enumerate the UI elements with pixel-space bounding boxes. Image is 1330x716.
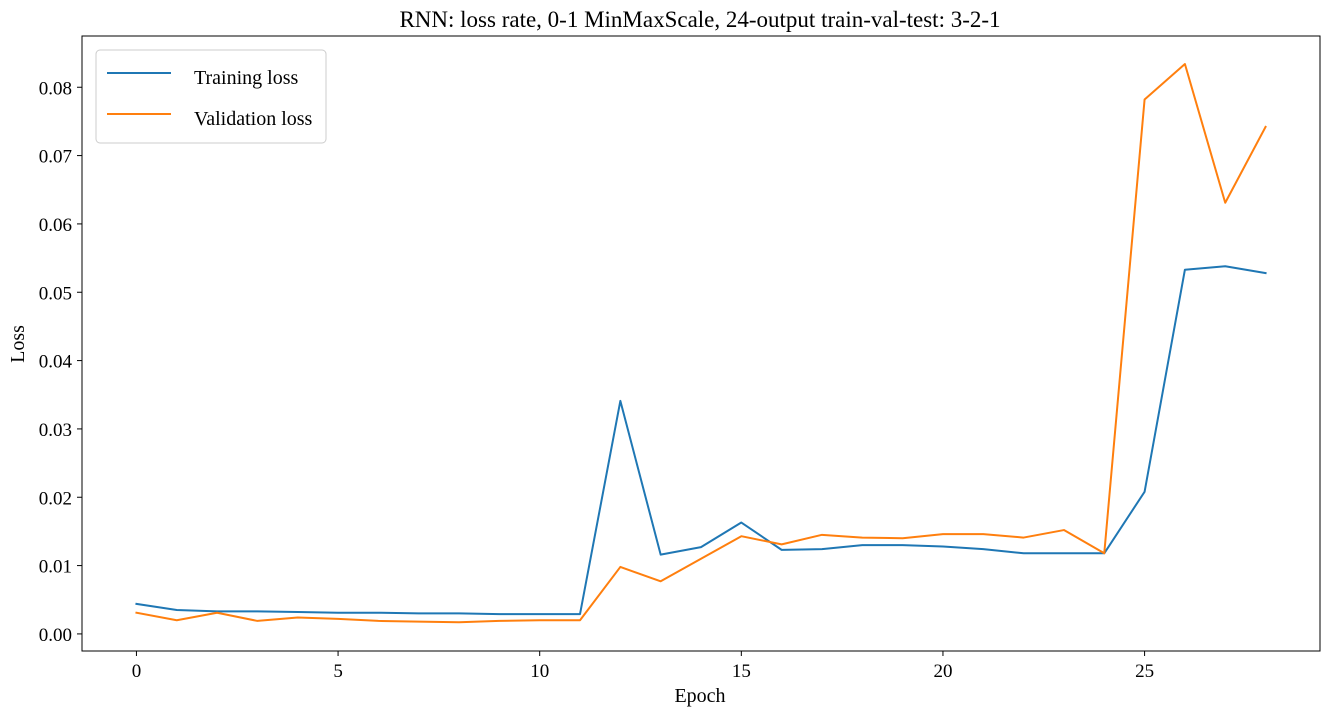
x-tick-label: 15 (732, 661, 751, 682)
chart-title: RNN: loss rate, 0-1 MinMaxScale, 24-outp… (399, 7, 1000, 32)
legend-label-validation: Validation loss (194, 108, 313, 130)
y-tick-label: 0.00 (39, 625, 72, 646)
x-axis-ticks: 0 5 10 15 20 25 (132, 651, 1154, 682)
y-tick-label: 0.02 (39, 488, 72, 509)
y-tick-label: 0.05 (39, 283, 72, 304)
x-axis-label: Epoch (674, 685, 725, 707)
plot-frame (81, 35, 1321, 652)
x-tick-label: 10 (530, 661, 549, 682)
legend: Training loss Validation loss (95, 49, 327, 144)
y-tick-label: 0.04 (39, 352, 73, 373)
training-loss-line (135, 265, 1267, 616)
series-layer (135, 63, 1267, 624)
y-axis-label: Loss (7, 325, 29, 363)
y-tick-label: 0.06 (39, 215, 72, 236)
x-tick-label: 5 (333, 661, 343, 682)
x-tick-label: 20 (933, 661, 952, 682)
y-tick-label: 0.03 (39, 420, 72, 441)
x-tick-label: 25 (1135, 661, 1154, 682)
y-tick-label: 0.07 (39, 147, 72, 168)
legend-label-training: Training loss (194, 67, 299, 89)
y-tick-label: 0.08 (39, 78, 72, 99)
y-tick-label: 0.01 (39, 557, 72, 578)
y-axis-ticks: 0.00 0.01 0.02 0.03 0.04 0.05 0.06 0.07 0.08 (39, 78, 82, 646)
x-tick-label: 0 (132, 661, 142, 682)
validation-loss-line (135, 63, 1267, 624)
